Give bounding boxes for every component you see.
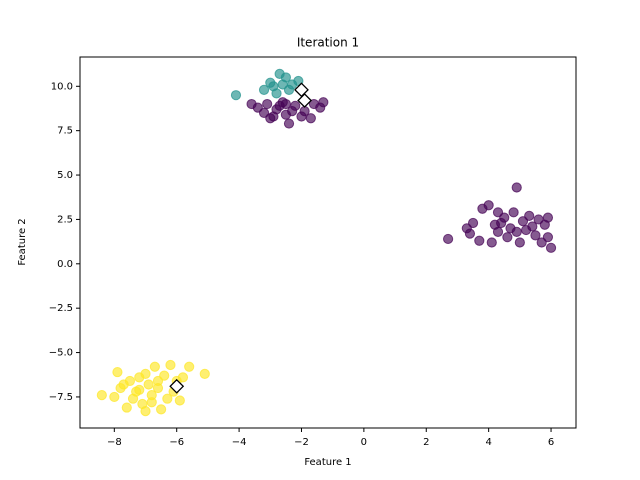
point xyxy=(109,391,120,403)
point xyxy=(146,397,157,408)
point xyxy=(265,113,276,124)
y-tick-label: 2.5 xyxy=(57,214,73,225)
x-tick-label: −6 xyxy=(169,437,184,448)
centroid xyxy=(297,93,313,108)
point xyxy=(545,242,557,253)
x-tick-label: −4 xyxy=(232,437,247,448)
chart-title: Iteration 1 xyxy=(297,36,359,50)
point xyxy=(277,79,288,90)
point xyxy=(296,111,307,122)
y-tick-label: 10.0 xyxy=(51,81,73,92)
point xyxy=(143,379,154,390)
point xyxy=(511,226,522,237)
point xyxy=(287,106,298,117)
point xyxy=(483,200,494,211)
point xyxy=(230,90,242,101)
x-tick-label: 2 xyxy=(423,437,429,448)
point xyxy=(265,77,276,88)
point xyxy=(156,404,167,415)
y-tick-label: −7.5 xyxy=(49,392,73,403)
point xyxy=(96,390,107,401)
point xyxy=(542,212,554,223)
point xyxy=(162,393,173,404)
point xyxy=(112,366,123,378)
centroid xyxy=(169,378,185,394)
point xyxy=(149,361,160,372)
point xyxy=(184,361,195,372)
point xyxy=(262,98,273,110)
plot-frame xyxy=(79,56,577,429)
point xyxy=(127,393,139,404)
point xyxy=(524,210,535,221)
point xyxy=(315,102,326,113)
point xyxy=(305,113,316,124)
point xyxy=(134,384,145,395)
point xyxy=(199,368,210,379)
x-tick-label: −2 xyxy=(294,437,309,448)
point xyxy=(283,118,295,129)
point xyxy=(121,402,132,413)
point xyxy=(536,237,547,248)
point xyxy=(140,406,151,417)
y-tick-label: 0.0 xyxy=(57,259,73,270)
x-axis-label: Feature 1 xyxy=(304,457,351,468)
point xyxy=(514,237,525,248)
point xyxy=(508,207,519,218)
point xyxy=(474,235,485,246)
point xyxy=(486,237,497,248)
point xyxy=(246,98,257,110)
point xyxy=(174,395,185,406)
point xyxy=(165,359,176,371)
point xyxy=(492,226,504,237)
y-tick-label: 5.0 xyxy=(57,170,73,181)
point xyxy=(271,88,282,99)
point xyxy=(118,379,129,390)
y-tick-label: −5.0 xyxy=(49,348,73,359)
y-tick-label: −2.5 xyxy=(49,303,73,314)
point xyxy=(496,217,507,229)
point xyxy=(280,98,291,110)
x-tick-label: −8 xyxy=(107,437,122,448)
y-axis-label: Feature 2 xyxy=(17,218,28,265)
point xyxy=(511,182,522,193)
point xyxy=(527,221,538,232)
x-tick-label: 0 xyxy=(361,437,367,448)
point xyxy=(502,232,513,243)
point xyxy=(140,368,151,379)
x-tick-label: 4 xyxy=(485,437,491,448)
y-tick-label: 7.5 xyxy=(57,126,73,137)
point xyxy=(258,84,270,95)
point xyxy=(461,223,472,234)
point xyxy=(443,233,454,245)
point xyxy=(530,230,541,241)
x-tick-label: 6 xyxy=(548,437,554,448)
point xyxy=(492,207,504,218)
point xyxy=(152,375,164,387)
